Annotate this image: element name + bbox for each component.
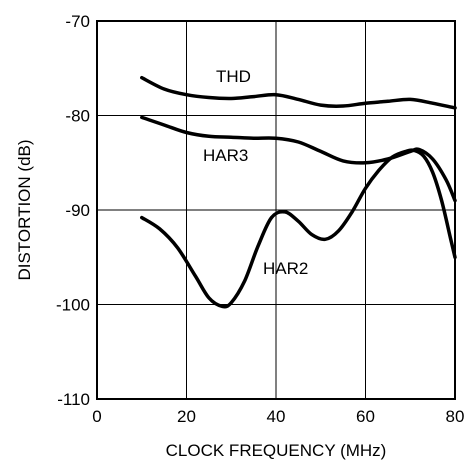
series-label-har2: HAR2 (263, 259, 308, 278)
series-label-thd: THD (216, 67, 251, 86)
x-tick-label: 20 (177, 407, 196, 426)
y-tick-label: -110 (57, 390, 90, 409)
series-label-har3: HAR3 (203, 146, 248, 165)
y-tick-label: -90 (65, 201, 90, 220)
series-line-har3 (140, 115, 457, 203)
plot-frame (96, 20, 456, 400)
x-tick-label: 0 (92, 407, 101, 426)
y-axis-title: DISTORTION (dB) (15, 139, 34, 280)
x-axis-title: CLOCK FREQUENCY (MHz) (166, 441, 387, 460)
series-curves (140, 75, 457, 309)
series-line-thd (140, 75, 457, 110)
x-tick-label: 80 (446, 407, 465, 426)
x-tick-label: 40 (267, 407, 286, 426)
y-tick-label: -100 (56, 296, 90, 315)
grid-lines (97, 21, 455, 399)
y-tick-label: -80 (65, 107, 90, 126)
x-tick-label: 60 (356, 407, 375, 426)
series-line-har2 (140, 148, 457, 309)
y-tick-label: -70 (65, 12, 90, 31)
